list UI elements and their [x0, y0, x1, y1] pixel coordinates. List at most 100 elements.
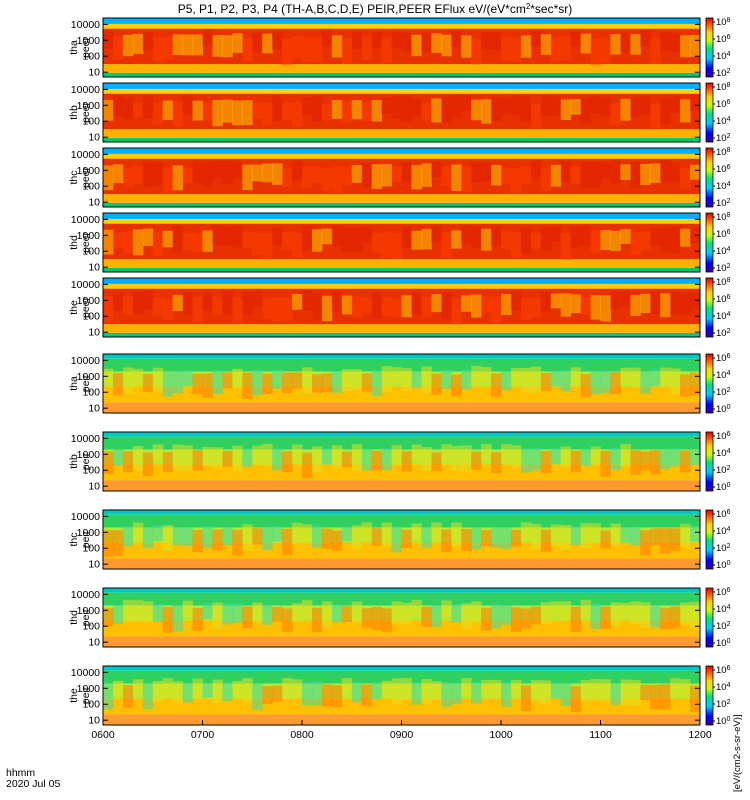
spectrogram-cell: [252, 291, 263, 307]
spectrogram-cell: [103, 165, 114, 191]
spectrogram-cell: [540, 602, 552, 624]
spectrogram-cell: [282, 297, 293, 322]
spectrogram-cell: [680, 228, 691, 247]
spectrogram-cell: [431, 161, 442, 178]
colorbar: [705, 212, 714, 273]
spectrogram-cell: [212, 296, 223, 315]
spectrogram-cell: [262, 686, 273, 705]
spectrogram-cell: [172, 294, 184, 311]
spectrogram-cell: [670, 163, 681, 184]
colorbar-tick-label: 104: [716, 604, 731, 616]
x-axis: 0600 0700 0800 0900 1000 1100 1200: [91, 720, 712, 741]
colorbar-tick-label: 108: [716, 82, 731, 94]
spectrogram-cell: [331, 166, 343, 193]
panel-species-label: peer: [80, 101, 92, 123]
spectrogram-cell: [103, 296, 114, 322]
panel-probe-label: thb: [68, 105, 80, 120]
spectrogram-cell: [550, 293, 562, 309]
spectrogram-cell: [451, 30, 462, 47]
spectrogram-cell: [321, 30, 333, 46]
colorbar-tick-label: 102: [716, 68, 731, 80]
spectrogram-cell: [650, 528, 661, 546]
spectrogram-cell: [630, 295, 641, 317]
y-tick-label: 10000: [71, 214, 100, 226]
spectrogram-cell: [262, 604, 273, 625]
spectrogram-cell: [351, 31, 363, 50]
spectrogram-cell: [192, 373, 203, 395]
spectrogram-cell: [471, 294, 482, 318]
spectrogram-cell: [540, 451, 552, 474]
spectrogram-cell: [222, 451, 233, 467]
spectrogram-band: [103, 588, 700, 593]
spectrogram-cell: [491, 97, 502, 122]
spectrogram-cell: [520, 608, 532, 629]
spectrogram-cell: [331, 685, 343, 708]
x-tick-label: 1100: [589, 729, 612, 741]
spectrogram-cell: [351, 296, 363, 317]
spectrogram-cell: [590, 231, 601, 253]
spectrogram-cell: [471, 527, 482, 550]
spectrogram-cell: [411, 230, 422, 250]
spectrogram-cell: [142, 32, 154, 51]
spectrogram-cell: [610, 160, 621, 184]
spectrogram-cell: [580, 374, 592, 397]
spectrogram-cell: [192, 450, 203, 471]
colorbar-tick-label: 102: [716, 387, 731, 399]
panel-frame: [102, 82, 701, 143]
spectrogram-cell: [520, 522, 532, 541]
spectrogram-cell: [441, 293, 452, 319]
spectrogram-cell: [302, 452, 313, 479]
spectrogram-cell: [640, 451, 651, 471]
spectrogram-cell: [321, 103, 333, 121]
spectrogram-cell: [411, 599, 422, 617]
spectrogram-cell: [262, 443, 273, 466]
x-tick-label: 0800: [290, 729, 314, 741]
colorbar-tick-label: 106: [716, 294, 731, 306]
spectrogram-cell: [192, 296, 203, 323]
spectrogram-cell: [620, 164, 631, 181]
spectrogram-cell: [162, 230, 174, 248]
spectrogram-cell: [461, 529, 472, 552]
panel-probe-label: thc: [68, 170, 80, 184]
spectrogram-cell: [381, 297, 393, 316]
spectrogram-cell: [550, 524, 562, 548]
panel-species-label: peer: [80, 36, 92, 58]
spectrogram-cell: [580, 449, 592, 466]
spectrogram-cell: [351, 228, 363, 252]
spectrogram-cell: [620, 444, 631, 467]
spectrogram-cell: [232, 529, 243, 556]
spectrogram-cell: [242, 678, 253, 703]
spectrogram-cell: [481, 366, 492, 382]
spectrogram-cell: [162, 298, 174, 320]
spectrogram-cell: [530, 232, 542, 250]
spectrogram-cell: [212, 160, 223, 178]
spectrogram-cell: [660, 293, 671, 318]
spectrogram-cell: [670, 96, 681, 113]
spectrogram-cell: [371, 528, 383, 546]
spectrogram-cell: [451, 230, 462, 249]
colorbar: [705, 431, 714, 492]
spectrogram-cell: [202, 103, 213, 121]
spectrogram-cell: [650, 605, 661, 628]
spectrogram-cell: [282, 168, 293, 188]
spectrogram-cell: [620, 98, 631, 121]
spectrogram-cell: [311, 446, 323, 473]
colorbar-tick-label: 108: [716, 277, 731, 289]
spectrogram-cell: [600, 371, 611, 394]
spectrogram-cell: [192, 608, 203, 632]
spectrogram-band: [103, 558, 700, 569]
panel-frame: [102, 212, 701, 273]
spectrogram-cell: [491, 679, 502, 699]
spectrogram-cell: [590, 370, 601, 395]
spectrogram-cell: [411, 98, 422, 116]
spectrogram-cell: [311, 96, 323, 122]
spectrogram-cell: [550, 447, 562, 465]
panel-probe-label: thd: [68, 610, 80, 625]
spectrogram-cell: [132, 679, 144, 695]
spectrogram-cell: [630, 231, 641, 255]
spectrogram-cell: [610, 102, 621, 125]
x-tick-label: 0700: [191, 729, 215, 741]
spectrogram-cell: [172, 371, 184, 394]
spectrogram-cell: [590, 446, 601, 465]
